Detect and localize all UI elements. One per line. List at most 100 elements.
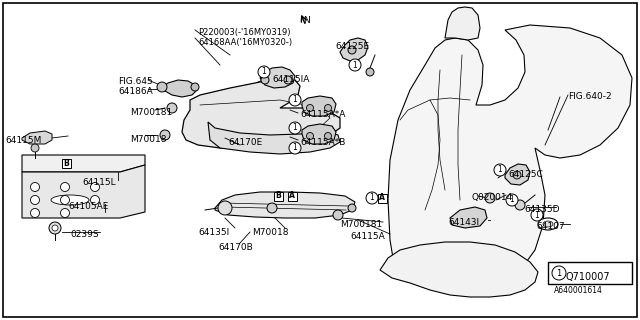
Circle shape [191, 83, 199, 91]
Text: M70018: M70018 [130, 135, 166, 144]
Text: A: A [289, 191, 295, 201]
Polygon shape [22, 155, 145, 172]
Circle shape [289, 122, 301, 134]
Text: 1: 1 [262, 68, 266, 76]
Text: 1: 1 [292, 124, 298, 132]
Circle shape [284, 76, 292, 84]
Text: 64107: 64107 [536, 222, 564, 231]
Circle shape [160, 130, 170, 140]
Ellipse shape [51, 195, 89, 205]
Circle shape [515, 200, 525, 210]
Polygon shape [215, 192, 355, 218]
Circle shape [90, 196, 99, 204]
Text: 64115M: 64115M [5, 136, 42, 145]
Circle shape [348, 46, 356, 54]
Text: 64105AE: 64105AE [68, 202, 108, 211]
Circle shape [90, 182, 99, 191]
Polygon shape [388, 25, 632, 282]
Bar [61, 158, 70, 167]
Circle shape [506, 194, 518, 206]
Circle shape [289, 142, 301, 154]
Circle shape [61, 182, 70, 191]
Text: 64168AA('16MY0320-): 64168AA('16MY0320-) [198, 38, 292, 47]
Text: A640001614: A640001614 [554, 286, 603, 295]
Circle shape [258, 66, 270, 78]
Polygon shape [450, 207, 487, 228]
Text: A: A [379, 194, 385, 203]
Bar [273, 191, 282, 201]
Polygon shape [302, 124, 336, 144]
Text: 64125C: 64125C [508, 170, 543, 179]
Text: 1: 1 [509, 196, 515, 204]
Bar [548, 262, 632, 284]
Circle shape [31, 182, 40, 191]
Text: FIG.645: FIG.645 [118, 77, 153, 86]
Text: 64115A*A: 64115A*A [300, 110, 346, 119]
Circle shape [366, 192, 378, 204]
Circle shape [366, 68, 374, 76]
Text: N: N [303, 16, 310, 25]
Circle shape [52, 225, 58, 231]
Text: 1: 1 [370, 194, 374, 203]
Text: B: B [63, 158, 69, 167]
Polygon shape [162, 80, 197, 97]
Polygon shape [22, 165, 145, 218]
Circle shape [49, 222, 61, 234]
Polygon shape [340, 38, 368, 61]
Text: P220003(-'16MY0319): P220003(-'16MY0319) [198, 28, 291, 37]
Text: B: B [275, 191, 281, 201]
Text: 1: 1 [534, 211, 540, 220]
Text: 64170B: 64170B [218, 243, 253, 252]
Ellipse shape [543, 221, 553, 227]
Text: 64125E: 64125E [335, 42, 369, 51]
Text: 1: 1 [498, 165, 502, 174]
Text: M70018: M70018 [252, 228, 289, 237]
Circle shape [485, 193, 495, 203]
Text: 64135D: 64135D [524, 205, 559, 214]
Circle shape [348, 204, 356, 212]
Text: 64115L: 64115L [82, 178, 116, 187]
Text: 0239S: 0239S [70, 230, 99, 239]
Circle shape [218, 201, 232, 215]
Text: 64170E: 64170E [228, 138, 262, 147]
Circle shape [31, 196, 40, 204]
Circle shape [167, 103, 177, 113]
Circle shape [531, 209, 543, 221]
Text: 1: 1 [556, 268, 562, 277]
Text: M700181: M700181 [130, 108, 172, 117]
Text: 64115IA: 64115IA [272, 75, 309, 84]
Text: 64143I: 64143I [448, 218, 479, 227]
Text: 1: 1 [353, 60, 357, 69]
Text: 1: 1 [292, 143, 298, 153]
Circle shape [289, 94, 301, 106]
Circle shape [267, 203, 277, 213]
Polygon shape [22, 131, 52, 144]
Circle shape [349, 59, 361, 71]
Polygon shape [445, 7, 480, 40]
Polygon shape [380, 242, 538, 297]
Circle shape [61, 196, 70, 204]
Text: FIG.640-2: FIG.640-2 [568, 92, 612, 101]
Circle shape [494, 164, 506, 176]
Polygon shape [260, 67, 295, 88]
Polygon shape [302, 96, 336, 116]
Circle shape [552, 266, 566, 280]
Text: Q020014: Q020014 [472, 193, 513, 202]
Polygon shape [505, 164, 530, 185]
Polygon shape [182, 78, 340, 148]
Text: Q710007: Q710007 [566, 272, 611, 282]
Circle shape [333, 210, 343, 220]
Text: 64186A: 64186A [118, 87, 153, 96]
Circle shape [307, 105, 314, 111]
Bar [378, 194, 387, 203]
Polygon shape [208, 122, 340, 154]
Circle shape [157, 82, 167, 92]
Text: M700181: M700181 [340, 220, 382, 229]
Text: 64135I: 64135I [198, 228, 229, 237]
Ellipse shape [538, 218, 558, 230]
Circle shape [324, 132, 332, 140]
Circle shape [61, 209, 70, 218]
Circle shape [31, 209, 40, 218]
Text: 1: 1 [292, 95, 298, 105]
Text: 64115A*B: 64115A*B [300, 138, 346, 147]
